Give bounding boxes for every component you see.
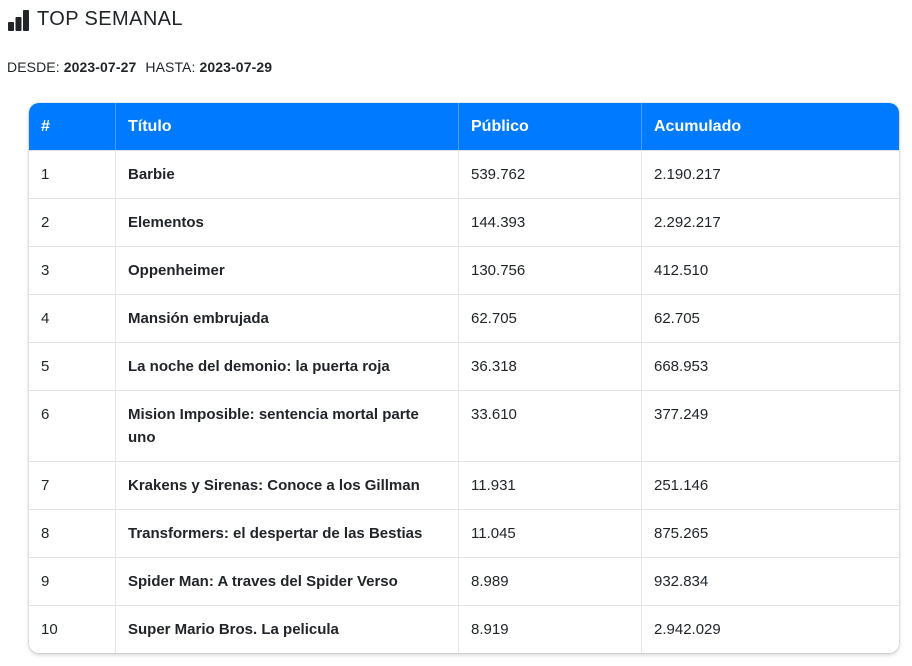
table-row: 2 Elementos 144.393 2.292.217 bbox=[29, 198, 899, 246]
table-row: 7 Krakens y Sirenas: Conoce a los Gillma… bbox=[29, 461, 899, 509]
table-row: 8 Transformers: el despertar de las Best… bbox=[29, 509, 899, 557]
title-cell: Elementos bbox=[115, 198, 458, 246]
title-cell: Super Mario Bros. La pelicula bbox=[115, 605, 458, 653]
date-range: DESDE: 2023-07-27 HASTA: 2023-07-29 bbox=[7, 59, 281, 75]
acumulado-cell: 668.953 bbox=[641, 342, 899, 390]
table-header: # Título Público Acumulado bbox=[29, 103, 899, 150]
title-cell: Barbie bbox=[115, 150, 458, 198]
date-from-value: 2023-07-27 bbox=[63, 59, 137, 75]
table-row: 4 Mansión embrujada 62.705 62.705 bbox=[29, 294, 899, 342]
column-header-publico: Público bbox=[458, 103, 641, 150]
rank-cell: 10 bbox=[29, 605, 115, 653]
publico-cell: 8.919 bbox=[458, 605, 641, 653]
acumulado-cell: 932.834 bbox=[641, 557, 899, 605]
column-header-acumulado: Acumulado bbox=[641, 103, 899, 150]
acumulado-cell: 377.249 bbox=[641, 390, 899, 461]
publico-cell: 36.318 bbox=[458, 342, 641, 390]
column-header-rank: # bbox=[29, 103, 115, 150]
rank-cell: 7 bbox=[29, 461, 115, 509]
publico-cell: 8.989 bbox=[458, 557, 641, 605]
bar-chart-icon bbox=[8, 9, 30, 31]
title-cell: Mision Imposible: sentencia mortal parte… bbox=[115, 390, 458, 461]
acumulado-cell: 412.510 bbox=[641, 246, 899, 294]
rank-cell: 5 bbox=[29, 342, 115, 390]
table-row: 6 Mision Imposible: sentencia mortal par… bbox=[29, 390, 899, 461]
publico-cell: 539.762 bbox=[458, 150, 641, 198]
title-cell: Spider Man: A traves del Spider Verso bbox=[115, 557, 458, 605]
table-row: 3 Oppenheimer 130.756 412.510 bbox=[29, 246, 899, 294]
title-cell: La noche del demonio: la puerta roja bbox=[115, 342, 458, 390]
acumulado-cell: 62.705 bbox=[641, 294, 899, 342]
rank-cell: 2 bbox=[29, 198, 115, 246]
publico-cell: 62.705 bbox=[458, 294, 641, 342]
date-to-value: 2023-07-29 bbox=[199, 59, 273, 75]
column-header-title: Título bbox=[115, 103, 458, 150]
acumulado-cell: 251.146 bbox=[641, 461, 899, 509]
rank-cell: 3 bbox=[29, 246, 115, 294]
table-row: 1 Barbie 539.762 2.190.217 bbox=[29, 150, 899, 198]
acumulado-cell: 875.265 bbox=[641, 509, 899, 557]
rank-cell: 9 bbox=[29, 557, 115, 605]
weekly-top-card: # Título Público Acumulado 1 Barbie 539.… bbox=[29, 103, 899, 653]
table-body: 1 Barbie 539.762 2.190.217 2 Elementos 1… bbox=[29, 150, 899, 653]
rank-cell: 1 bbox=[29, 150, 115, 198]
table-row: 10 Super Mario Bros. La pelicula 8.919 2… bbox=[29, 605, 899, 653]
publico-cell: 130.756 bbox=[458, 246, 641, 294]
title-cell: Mansión embrujada bbox=[115, 294, 458, 342]
publico-cell: 11.045 bbox=[458, 509, 641, 557]
date-from-label: DESDE: bbox=[7, 59, 60, 75]
rank-cell: 6 bbox=[29, 390, 115, 461]
publico-cell: 11.931 bbox=[458, 461, 641, 509]
title-cell: Oppenheimer bbox=[115, 246, 458, 294]
publico-cell: 144.393 bbox=[458, 198, 641, 246]
title-cell: Transformers: el despertar de las Bestia… bbox=[115, 509, 458, 557]
table-row: 5 La noche del demonio: la puerta roja 3… bbox=[29, 342, 899, 390]
table-row: 9 Spider Man: A traves del Spider Verso … bbox=[29, 557, 899, 605]
publico-cell: 33.610 bbox=[458, 390, 641, 461]
date-to-label: HASTA: bbox=[145, 59, 196, 75]
rank-cell: 4 bbox=[29, 294, 115, 342]
page-header: TOP SEMANAL bbox=[8, 8, 183, 31]
acumulado-cell: 2.292.217 bbox=[641, 198, 899, 246]
acumulado-cell: 2.942.029 bbox=[641, 605, 899, 653]
title-cell: Krakens y Sirenas: Conoce a los Gillman bbox=[115, 461, 458, 509]
weekly-top-table: # Título Público Acumulado 1 Barbie 539.… bbox=[29, 103, 899, 653]
acumulado-cell: 2.190.217 bbox=[641, 150, 899, 198]
page-title: TOP SEMANAL bbox=[37, 8, 183, 30]
rank-cell: 8 bbox=[29, 509, 115, 557]
